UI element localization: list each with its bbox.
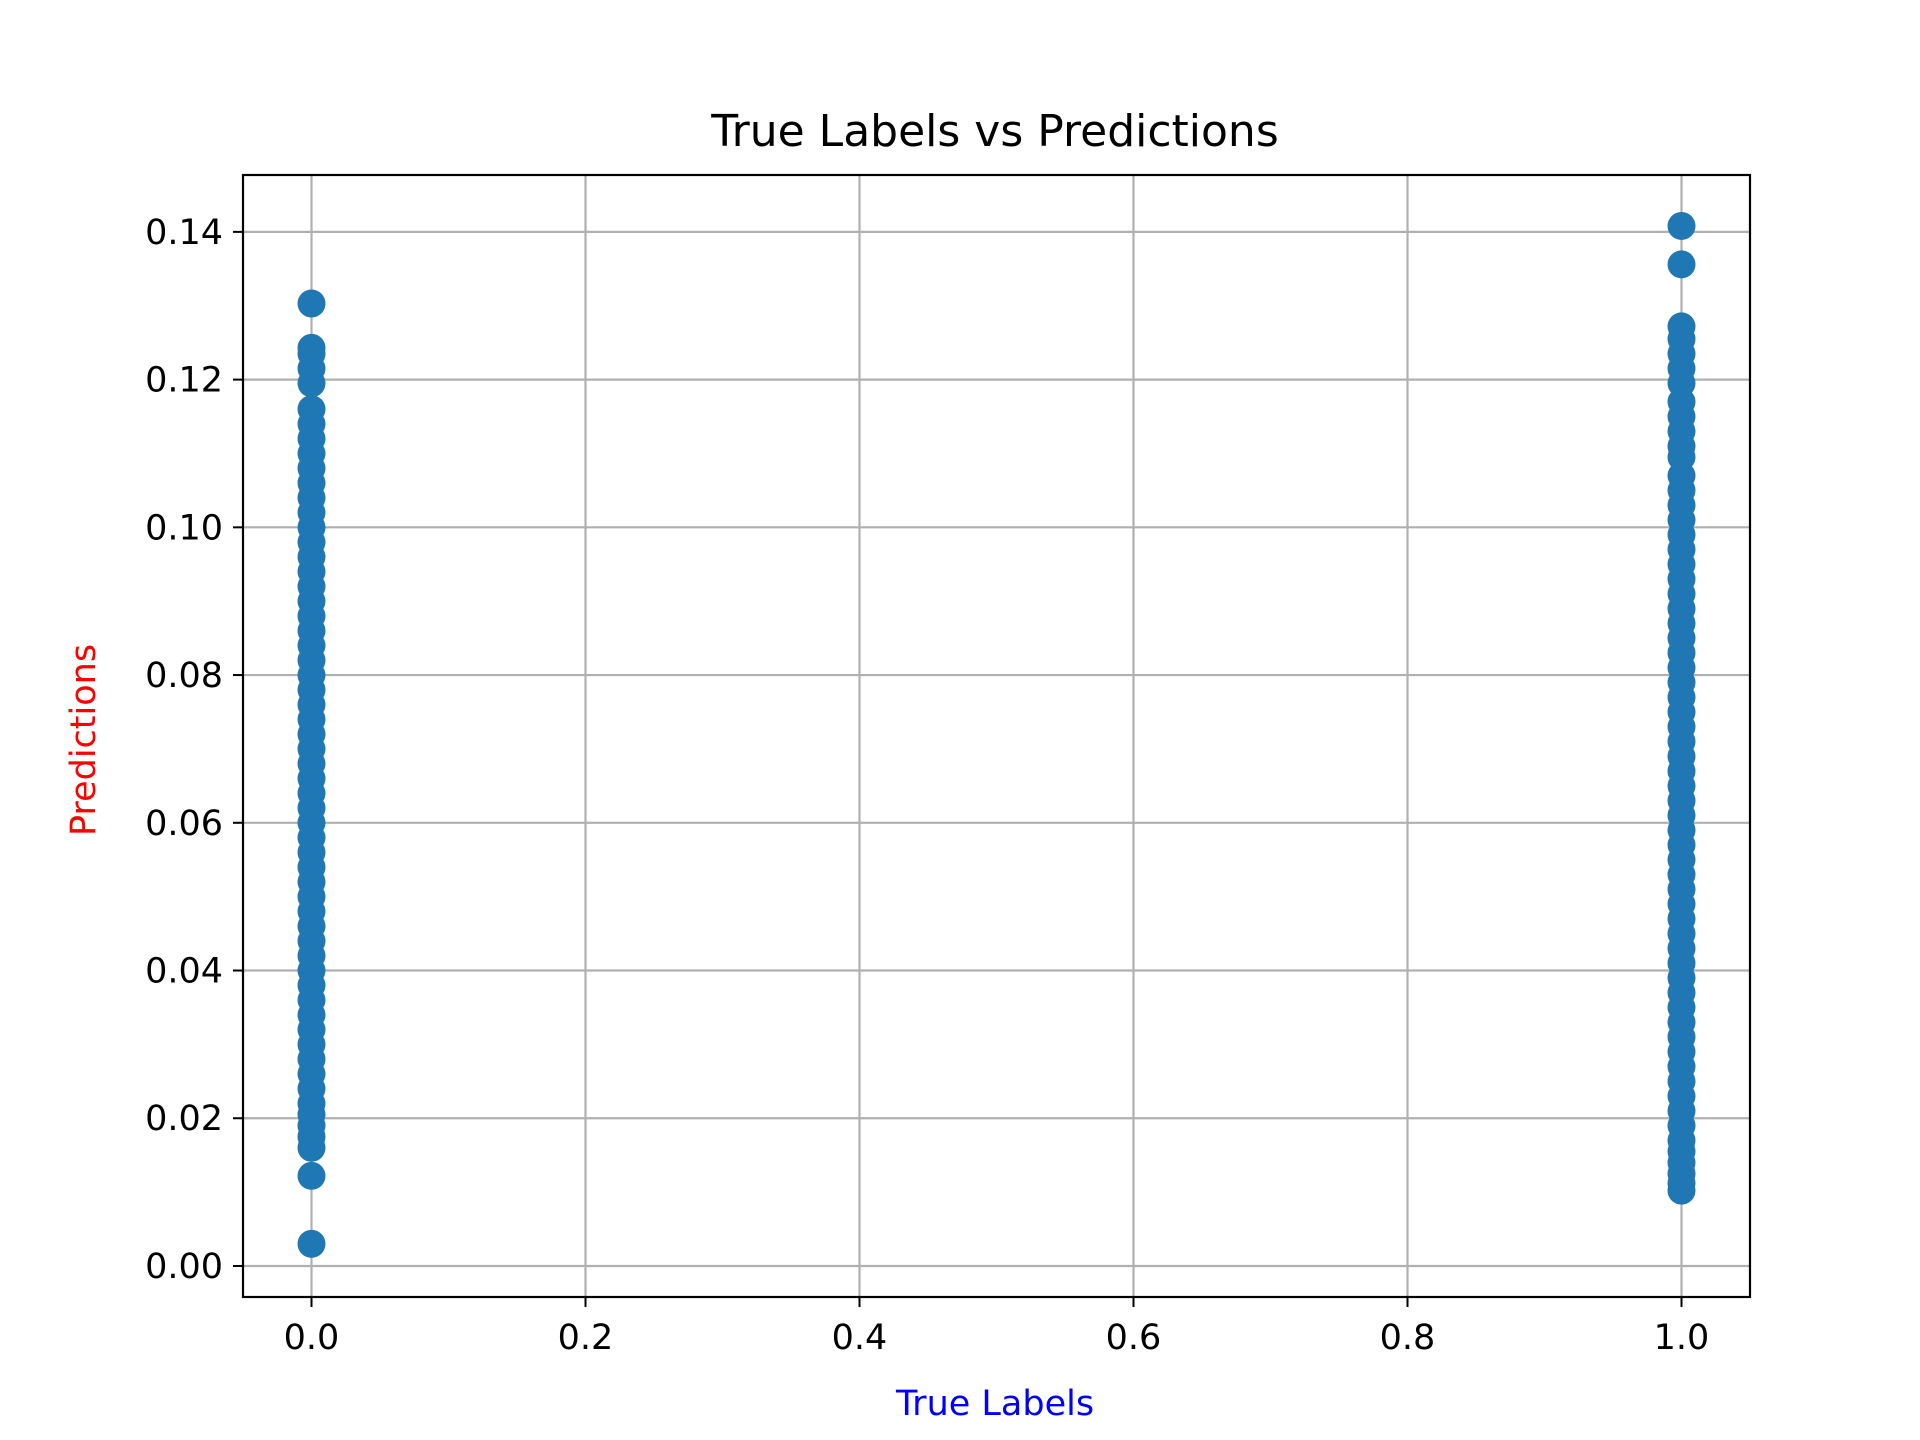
- y-axis-label: Predictions: [64, 644, 104, 836]
- data-point: [1667, 250, 1696, 279]
- chart-title: True Labels vs Predictions: [710, 106, 1279, 157]
- y-tick-label: 0.02: [145, 1099, 223, 1139]
- data-point: [297, 333, 326, 362]
- data-point: [297, 289, 326, 318]
- x-axis-label: True Labels: [895, 1384, 1094, 1424]
- y-tick-label: 0.00: [145, 1247, 223, 1287]
- data-point: [297, 1229, 326, 1258]
- data-point: [297, 1161, 326, 1190]
- y-tick-label: 0.04: [145, 952, 223, 992]
- y-tick-label: 0.08: [145, 656, 223, 696]
- data-point: [297, 395, 326, 424]
- x-tick-label: 0.0: [284, 1318, 340, 1358]
- data-point: [1667, 211, 1696, 240]
- x-tick-label: 0.2: [558, 1318, 614, 1358]
- y-tick-label: 0.10: [145, 508, 223, 548]
- x-tick-label: 0.6: [1106, 1318, 1162, 1358]
- y-axis-ticks: 0.00 0.02 0.04 0.06 0.08 0.10 0.12 0.14: [145, 213, 243, 1287]
- grid-lines: [243, 175, 1750, 1297]
- data-points: [297, 211, 1696, 1258]
- y-tick-label: 0.12: [145, 361, 223, 401]
- x-axis-ticks: 0.0 0.2 0.4 0.6 0.8 1.0: [284, 1297, 1710, 1358]
- x-tick-label: 0.4: [832, 1318, 888, 1358]
- y-tick-label: 0.14: [145, 213, 223, 253]
- plot-frame: [241, 173, 1752, 1299]
- y-tick-label: 0.06: [145, 804, 223, 844]
- x-tick-label: 1.0: [1654, 1318, 1710, 1358]
- x-tick-label: 0.8: [1380, 1318, 1436, 1358]
- data-point: [1667, 312, 1696, 341]
